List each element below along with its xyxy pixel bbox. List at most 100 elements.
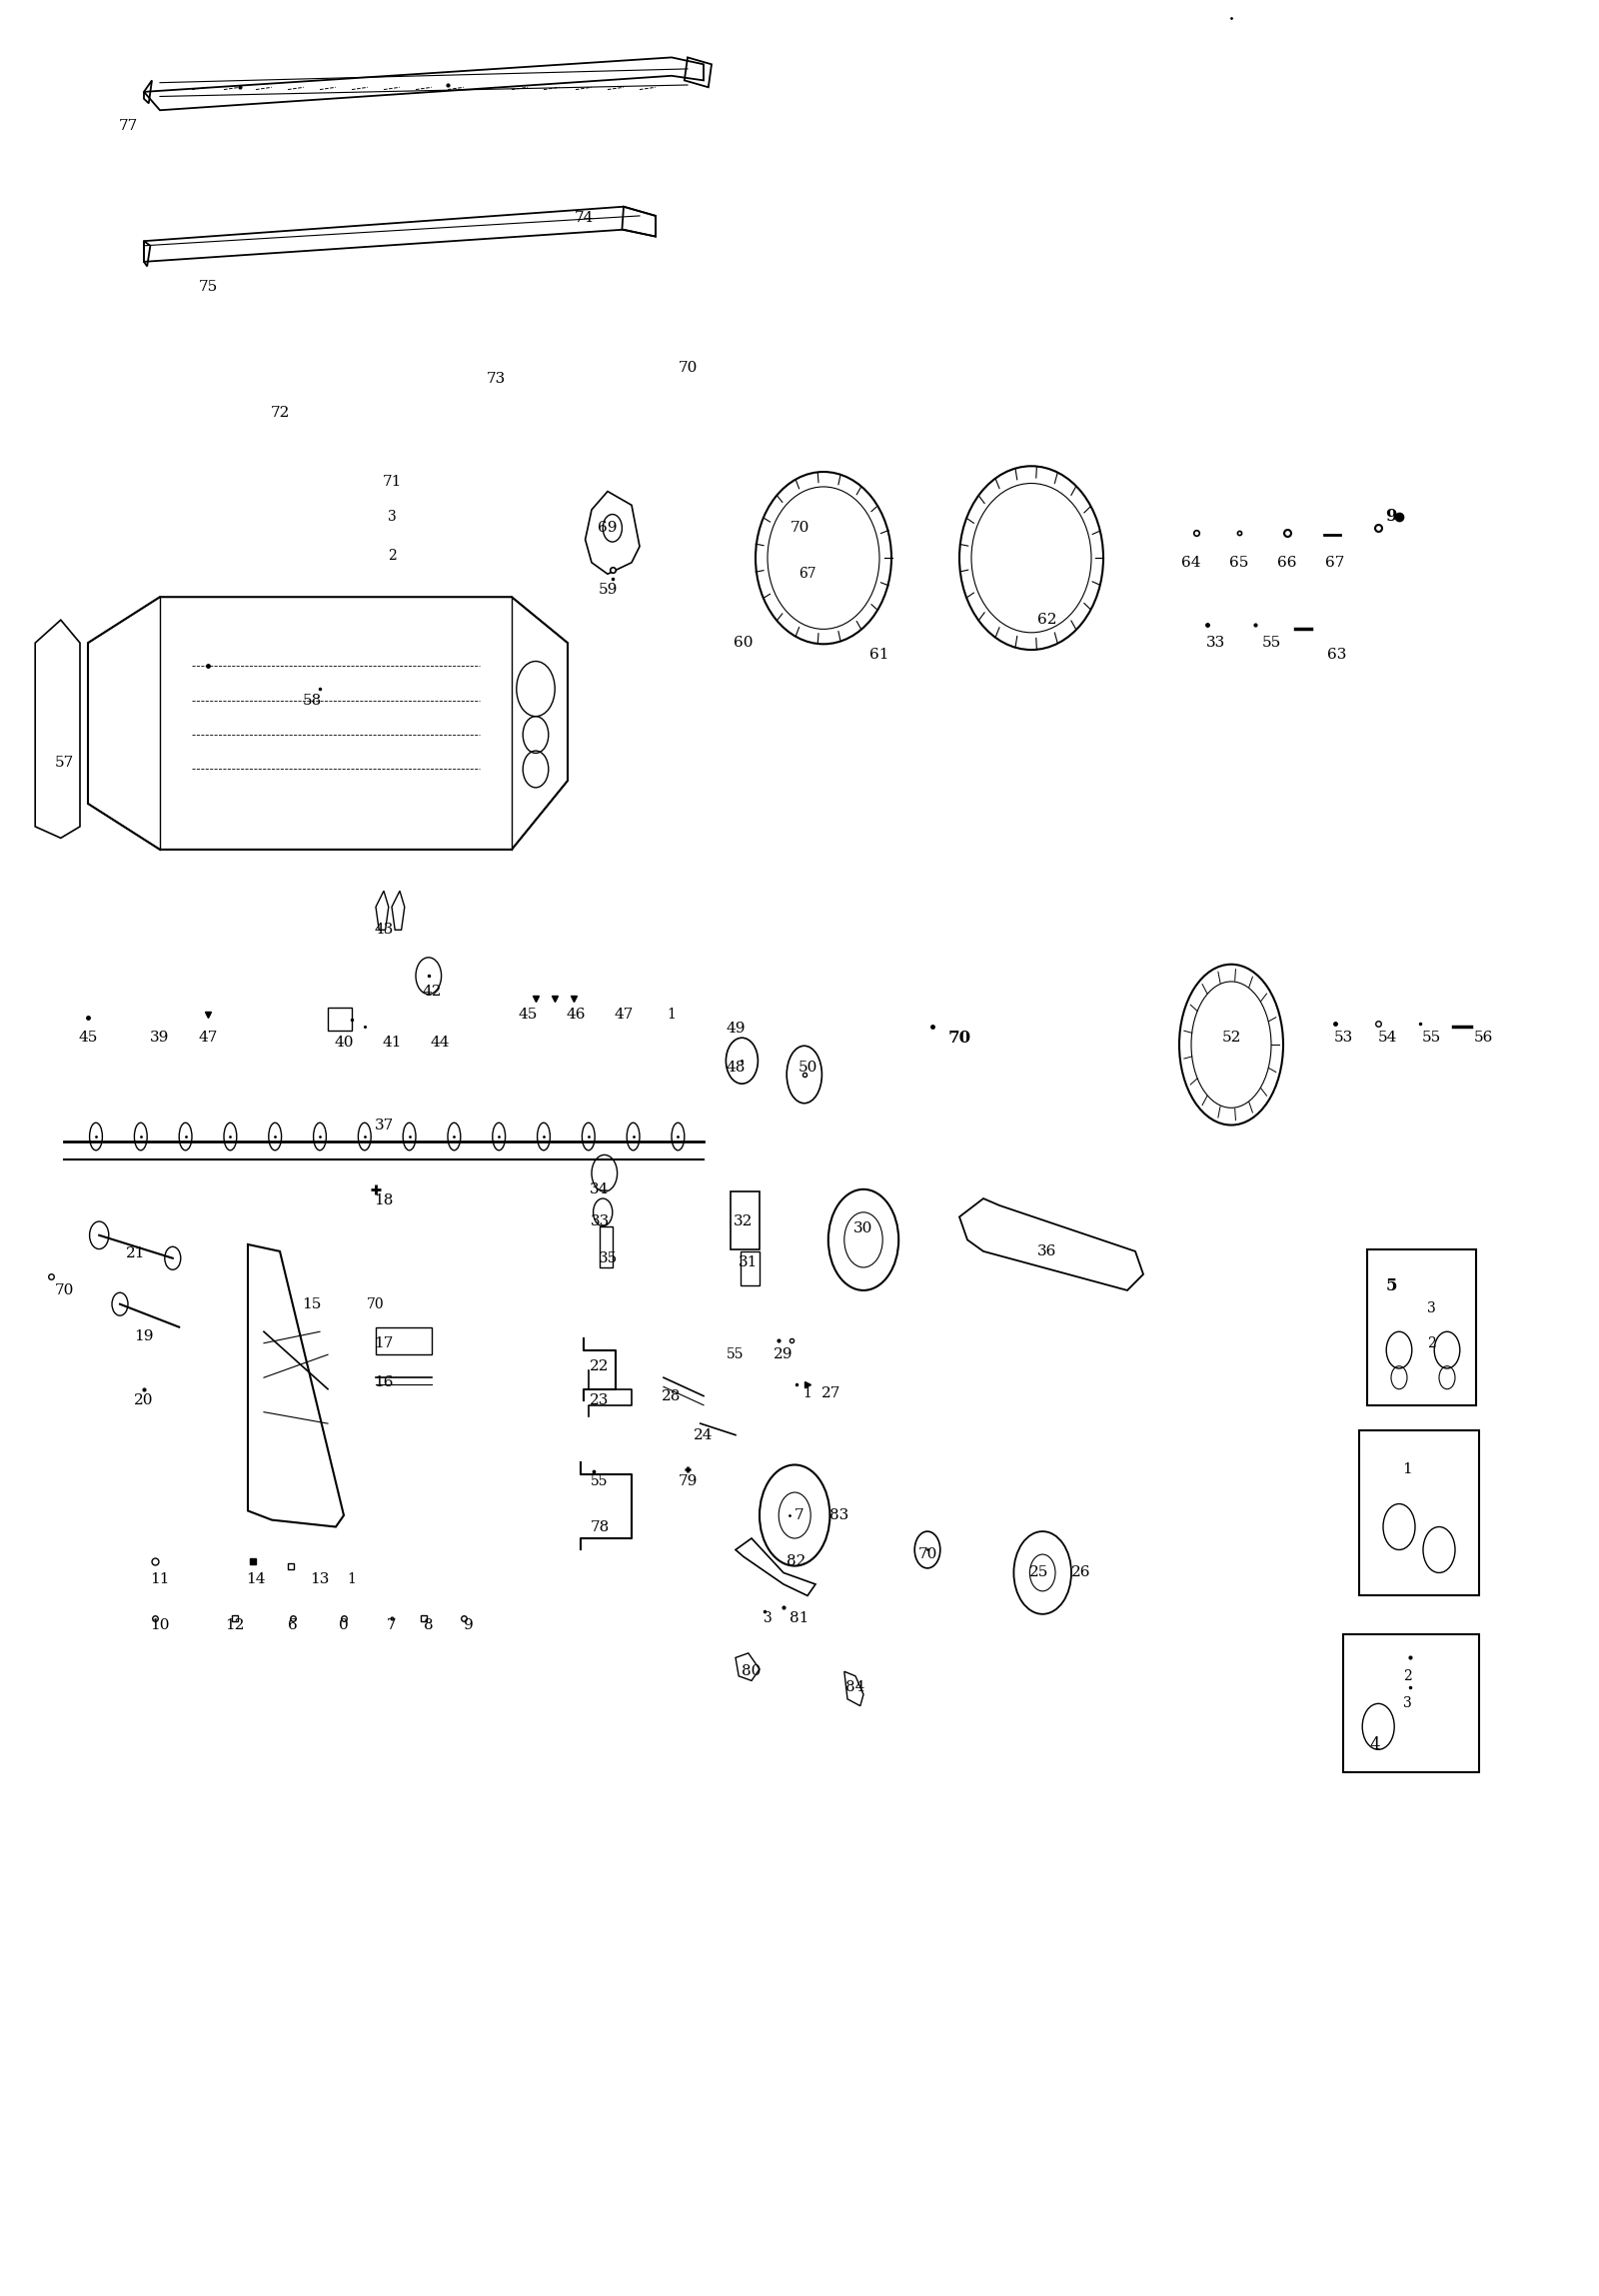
Text: 55: 55: [728, 1348, 744, 1362]
Text: 52: 52: [1222, 1031, 1241, 1045]
Text: 55: 55: [1422, 1031, 1441, 1045]
Bar: [1359, 1430, 1479, 1596]
Text: 23: 23: [590, 1394, 609, 1407]
Text: 6: 6: [288, 1619, 297, 1632]
Text: 82: 82: [787, 1554, 806, 1568]
Text: 78: 78: [590, 1520, 609, 1534]
Bar: [1343, 1635, 1479, 1773]
Text: 14: 14: [246, 1573, 265, 1587]
Text: 33: 33: [590, 1215, 609, 1228]
Text: 19: 19: [134, 1329, 154, 1343]
Text: 66: 66: [1278, 556, 1297, 569]
Text: 7: 7: [795, 1508, 804, 1522]
Text: 61: 61: [870, 647, 889, 661]
Bar: [328, 1008, 352, 1031]
Text: 21: 21: [126, 1247, 146, 1261]
Text: 70: 70: [948, 1029, 971, 1047]
Text: 48: 48: [726, 1061, 745, 1075]
Text: 81: 81: [790, 1612, 809, 1626]
Text: 59: 59: [598, 583, 617, 597]
Text: 32: 32: [734, 1215, 753, 1228]
Text: 24: 24: [694, 1428, 713, 1442]
Text: 35: 35: [598, 1251, 617, 1265]
Text: 54: 54: [1378, 1031, 1398, 1045]
Text: 45: 45: [518, 1008, 537, 1022]
Text: 43: 43: [374, 923, 393, 937]
Text: 15: 15: [302, 1297, 321, 1311]
Text: 27: 27: [822, 1387, 841, 1401]
Text: 4: 4: [1370, 1736, 1380, 1754]
Text: 73: 73: [486, 372, 505, 386]
Text: 0: 0: [339, 1619, 349, 1632]
Text: 3: 3: [387, 510, 397, 523]
Text: 53: 53: [1334, 1031, 1353, 1045]
Text: 16: 16: [374, 1375, 393, 1389]
Text: 79: 79: [678, 1474, 697, 1488]
Text: 62: 62: [1038, 613, 1057, 627]
Text: 70: 70: [918, 1548, 937, 1561]
Text: 46: 46: [566, 1008, 585, 1022]
Text: 56: 56: [1474, 1031, 1493, 1045]
Text: 29: 29: [774, 1348, 793, 1362]
Text: 39: 39: [150, 1031, 169, 1045]
Text: 70: 70: [54, 1283, 74, 1297]
Text: 58: 58: [302, 693, 321, 707]
Text: 10: 10: [150, 1619, 169, 1632]
Text: 80: 80: [742, 1665, 761, 1678]
Text: 70: 70: [366, 1297, 385, 1311]
Text: 3: 3: [1426, 1302, 1436, 1316]
Text: 30: 30: [854, 1221, 873, 1235]
Text: 2: 2: [387, 549, 397, 563]
Text: 36: 36: [1038, 1244, 1057, 1258]
Text: 13: 13: [310, 1573, 329, 1587]
Text: 71: 71: [382, 475, 401, 489]
Text: 55: 55: [1262, 636, 1281, 650]
Text: 67: 67: [1326, 556, 1345, 569]
Bar: [600, 1226, 612, 1267]
Text: 67: 67: [798, 567, 817, 581]
Text: 1: 1: [667, 1008, 676, 1022]
Text: 55: 55: [592, 1474, 608, 1488]
Text: 1: 1: [347, 1573, 357, 1587]
Bar: [731, 1192, 760, 1249]
Text: 64: 64: [1182, 556, 1201, 569]
Text: 25: 25: [1030, 1566, 1049, 1580]
Text: 3: 3: [1402, 1697, 1412, 1711]
Text: 8: 8: [424, 1619, 433, 1632]
Bar: [740, 1251, 760, 1286]
Text: 31: 31: [739, 1256, 758, 1270]
Text: 84: 84: [846, 1681, 865, 1694]
Text: 20: 20: [134, 1394, 154, 1407]
Bar: [1367, 1249, 1476, 1405]
Text: 77: 77: [118, 119, 138, 133]
Text: 18: 18: [374, 1194, 393, 1208]
Text: 26: 26: [1071, 1566, 1091, 1580]
Text: 42: 42: [422, 985, 441, 999]
Text: 28: 28: [662, 1389, 681, 1403]
Text: 49: 49: [726, 1022, 745, 1035]
Text: 3: 3: [763, 1612, 772, 1626]
Text: 33: 33: [1206, 636, 1225, 650]
Text: 41: 41: [382, 1035, 401, 1049]
Text: 75: 75: [198, 280, 217, 294]
Text: 1: 1: [803, 1387, 812, 1401]
Text: 2: 2: [1426, 1336, 1436, 1350]
Text: 70: 70: [678, 360, 697, 374]
Text: 40: 40: [334, 1035, 353, 1049]
Text: 34: 34: [590, 1182, 609, 1196]
Text: 45: 45: [78, 1031, 98, 1045]
Text: 60: 60: [734, 636, 753, 650]
Text: 5: 5: [1385, 1277, 1398, 1295]
Text: 72: 72: [270, 406, 289, 420]
Text: 9: 9: [464, 1619, 473, 1632]
Text: 47: 47: [198, 1031, 217, 1045]
Text: 57: 57: [54, 755, 74, 769]
Text: 47: 47: [614, 1008, 633, 1022]
Text: 83: 83: [830, 1508, 849, 1522]
Text: 2: 2: [1402, 1669, 1412, 1683]
Text: 22: 22: [590, 1359, 609, 1373]
Text: 50: 50: [798, 1061, 817, 1075]
Text: 17: 17: [374, 1336, 393, 1350]
Text: 63: 63: [1327, 647, 1346, 661]
Text: 65: 65: [1230, 556, 1249, 569]
